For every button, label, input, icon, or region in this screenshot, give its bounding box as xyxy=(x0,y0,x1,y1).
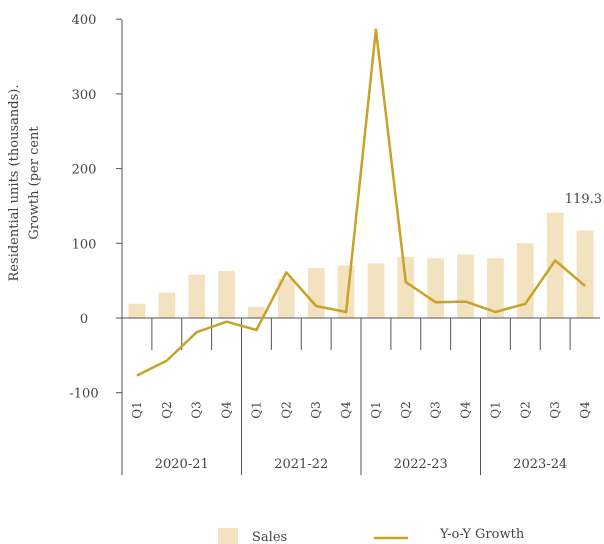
sales-bar xyxy=(576,230,594,318)
sales-bar xyxy=(427,258,445,318)
x-tick-label: Q3 xyxy=(429,401,443,418)
sales-bar xyxy=(188,274,206,318)
legend: Sales Y-o-Y Growth xyxy=(218,527,525,544)
x-group-label: 2023-24 xyxy=(513,457,567,472)
annotation-label: 119.3 xyxy=(565,192,602,207)
sales-bar xyxy=(248,306,265,318)
sales-bar xyxy=(307,267,325,318)
x-tick-label: Q3 xyxy=(309,401,323,418)
x-tick-label: Q2 xyxy=(399,401,413,418)
x-tick-label: Q4 xyxy=(459,401,473,419)
x-tick-label: Q1 xyxy=(369,401,383,418)
sales-bar xyxy=(457,254,474,318)
x-group-label: 2022-23 xyxy=(394,457,448,472)
sales-bar xyxy=(487,258,504,318)
x-tick-label: Q2 xyxy=(160,401,174,418)
sales-bar xyxy=(158,292,176,318)
y-axis-title-line-2: Growth (per cent xyxy=(27,126,42,240)
sales-bar xyxy=(516,243,534,318)
y-tick-label: 100 xyxy=(72,237,97,252)
legend-growth-label: Y-o-Y Growth xyxy=(439,527,525,542)
x-tick-label: Q2 xyxy=(279,401,293,418)
x-tick-label: Q1 xyxy=(130,401,144,418)
y-tick-label: -100 xyxy=(69,387,98,402)
legend-sales-swatch xyxy=(218,528,238,544)
x-tick-label: Q4 xyxy=(220,401,234,419)
y-tick-label: 200 xyxy=(72,163,97,178)
sales-bar xyxy=(128,303,146,318)
sales-bar xyxy=(218,270,235,318)
x-group-label: 2021-22 xyxy=(274,457,328,472)
growth-line xyxy=(136,28,586,377)
x-tick-label: Q1 xyxy=(488,401,502,418)
y-tick-label: 300 xyxy=(72,88,97,103)
x-group-label: 2020-21 xyxy=(155,457,209,472)
x-tick-label: Q3 xyxy=(190,401,204,418)
y-tick-label: 0 xyxy=(80,312,88,327)
x-axis-categories: Q1 Q2 Q3 Q4 Q1 Q2 Q3 Q4 Q1 Q2 Q3 Q4 Q1 Q2 Q3 Q4 2020-21 2… xyxy=(130,318,592,475)
x-tick-label: Q1 xyxy=(249,401,263,418)
x-tick-label: Q4 xyxy=(339,401,353,419)
y-axis-ticks: 400 300 200 100 0 -100 xyxy=(69,13,122,402)
y-tick-label: 400 xyxy=(72,13,97,28)
x-tick-label: Q2 xyxy=(518,401,532,418)
sales-bar xyxy=(277,279,295,318)
x-tick-label: Q3 xyxy=(548,401,562,418)
sales-bar xyxy=(546,212,564,318)
x-tick-label: Q4 xyxy=(578,401,592,419)
sales-bars xyxy=(128,212,594,318)
sales-bar xyxy=(397,256,415,318)
y-axis-title-line-1: Residential units (thousands). xyxy=(7,85,22,282)
y-axis-title: Residential units (thousands). Growth (p… xyxy=(7,85,42,282)
legend-sales-label: Sales xyxy=(252,530,287,544)
sales-bar xyxy=(367,263,385,318)
